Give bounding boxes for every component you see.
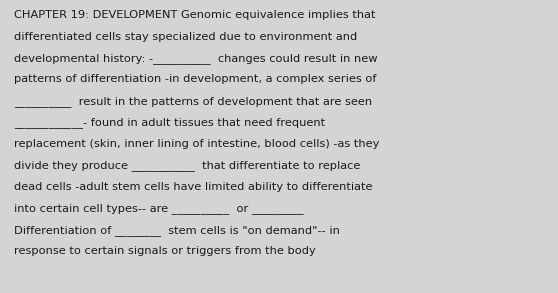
Text: patterns of differentiation -in development, a complex series of: patterns of differentiation -in developm…: [14, 74, 377, 84]
Text: into certain cell types-- are __________  or _________: into certain cell types-- are __________…: [14, 204, 304, 214]
Text: ____________- found in adult tissues that need frequent: ____________- found in adult tissues tha…: [14, 117, 325, 128]
Text: __________  result in the patterns of development that are seen: __________ result in the patterns of dev…: [14, 96, 372, 107]
Text: dead cells -adult stem cells have limited ability to differentiate: dead cells -adult stem cells have limite…: [14, 182, 373, 192]
Text: response to certain signals or triggers from the body: response to certain signals or triggers …: [14, 246, 316, 256]
Text: Differentiation of ________  stem cells is "on demand"-- in: Differentiation of ________ stem cells i…: [14, 225, 340, 236]
Text: CHAPTER 19: DEVELOPMENT Genomic equivalence implies that: CHAPTER 19: DEVELOPMENT Genomic equivale…: [14, 10, 376, 20]
Text: differentiated cells stay specialized due to environment and: differentiated cells stay specialized du…: [14, 32, 357, 42]
Text: developmental history: -__________  changes could result in new: developmental history: -__________ chang…: [14, 53, 378, 64]
Text: replacement (skin, inner lining of intestine, blood cells) -as they: replacement (skin, inner lining of intes…: [14, 139, 379, 149]
Text: divide they produce ___________  that differentiate to replace: divide they produce ___________ that dif…: [14, 161, 360, 171]
